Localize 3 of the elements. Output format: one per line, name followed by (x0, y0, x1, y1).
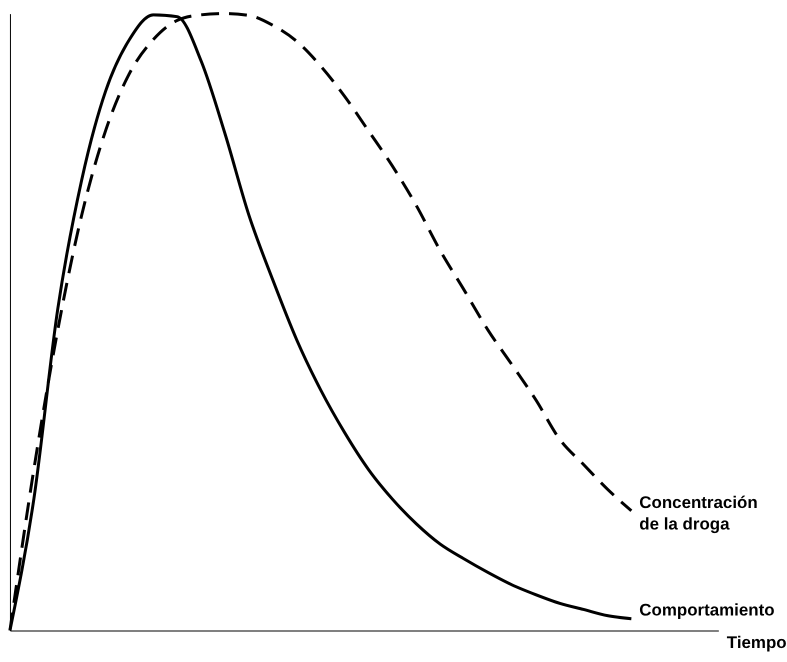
x-axis-title: Tiempo (726, 632, 787, 652)
series-label: Concentración de la droga (639, 492, 758, 534)
series-label: Comportamiento (639, 600, 775, 620)
